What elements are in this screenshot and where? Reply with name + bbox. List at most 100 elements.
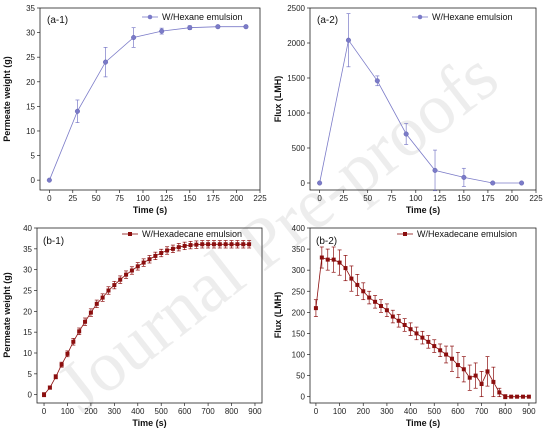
chart-panel-2: 0 25 50 75 100 125 150 175 200 225 0 500 1000 1500 200… (273, 4, 543, 215)
plot-frame (36, 227, 263, 404)
x-tick-label: 150 (183, 194, 197, 203)
y-tick-label: 0 (301, 179, 306, 188)
data-point (349, 276, 354, 281)
data-point (188, 243, 193, 248)
data-point (384, 308, 389, 313)
x-axis-label: Time (s) (406, 205, 440, 215)
legend-marker (128, 232, 132, 236)
data-point (378, 304, 383, 309)
data-point (479, 382, 484, 387)
x-tick-label: 500 (155, 407, 169, 416)
legend-label: W/Hexane emulsion (432, 12, 513, 22)
panel-tag: (a-2) (317, 15, 338, 26)
data-point (42, 392, 47, 397)
data-point (129, 268, 134, 273)
data-point (491, 379, 496, 384)
data-point (414, 331, 419, 336)
y-tick-label: 30 (26, 29, 35, 38)
data-point (159, 28, 165, 34)
data-point (131, 35, 137, 41)
legend: W/Hexane emulsion (142, 12, 243, 22)
series-line (315, 256, 529, 398)
y-axis-label: Flux (LMH) (273, 76, 283, 123)
x-tick-label: 150 (457, 194, 471, 203)
y-tick-label: 2500 (287, 4, 305, 13)
data-series (317, 13, 525, 192)
legend-label: W/Hexadecane emulsion (142, 229, 242, 239)
data-point (373, 299, 378, 304)
chart-panel-1: 0 25 50 75 100 125 150 175 200 225 0 5 10 15 20 25 30 35 T… (2, 4, 267, 215)
x-tick-label: 175 (481, 194, 495, 203)
y-axis-label: Flux (LMH) (273, 292, 283, 339)
y-axis-label: Permeate weight (g) (2, 56, 12, 142)
x-tick-label: 100 (61, 407, 75, 416)
data-point (403, 131, 409, 137)
data-point (118, 277, 123, 282)
data-point (194, 242, 199, 247)
y-tick-label: 25 (23, 287, 32, 296)
data-point (408, 327, 413, 332)
panel-tag: (a-1) (47, 15, 68, 26)
data-point (159, 251, 164, 255)
data-point (187, 25, 193, 31)
data-point (420, 335, 425, 340)
data-point (165, 248, 170, 253)
x-tick-label: 0 (42, 407, 47, 416)
y-tick-label: 5 (31, 152, 36, 161)
data-point (243, 24, 249, 30)
data-point (503, 394, 508, 399)
data-point (432, 344, 437, 349)
data-point (319, 255, 324, 260)
x-tick-label: 175 (207, 194, 221, 203)
x-tick-label: 75 (387, 194, 396, 203)
x-tick-label: 225 (253, 194, 267, 203)
data-point (390, 314, 395, 319)
data-point (396, 318, 401, 323)
y-tick-label: 20 (23, 307, 32, 316)
data-point (432, 167, 438, 173)
x-tick-label: 300 (108, 407, 122, 416)
data-point (515, 394, 520, 399)
x-tick-label: 100 (136, 194, 150, 203)
data-point (103, 59, 109, 65)
data-point (71, 339, 76, 344)
legend-marker (417, 14, 423, 20)
data-point (449, 356, 454, 361)
x-tick-label: 600 (451, 407, 465, 416)
y-tick-label: 5 (28, 370, 33, 379)
legend-label: W/Hexane emulsion (162, 12, 243, 22)
data-series (42, 240, 252, 398)
series-line (49, 26, 246, 181)
x-tick-label: 400 (404, 407, 418, 416)
x-tick-label: 600 (178, 407, 192, 416)
data-point (46, 177, 52, 183)
data-point (77, 329, 82, 334)
data-point (374, 78, 380, 84)
data-point (355, 282, 360, 287)
y-tick-label: 100 (292, 351, 306, 360)
y-tick-label: 1500 (287, 74, 305, 83)
panel-tag: (b-2) (316, 236, 337, 247)
x-tick-label: 200 (230, 194, 244, 203)
data-point (438, 348, 443, 353)
data-point (361, 289, 366, 294)
data-point (235, 242, 240, 247)
y-tick-label: 350 (292, 245, 306, 254)
data-point (325, 257, 330, 262)
data-point (88, 310, 93, 315)
legend-marker (147, 14, 153, 20)
data-point (211, 242, 216, 247)
x-tick-label: 0 (317, 194, 322, 203)
y-tick-label: 20 (26, 78, 35, 87)
y-tick-label: 0 (301, 393, 306, 402)
data-point (313, 306, 318, 311)
y-tick-label: 30 (23, 266, 32, 275)
data-point (337, 260, 342, 265)
x-tick-label: 500 (428, 407, 442, 416)
x-tick-label: 800 (499, 407, 513, 416)
data-point (519, 180, 525, 186)
data-point (473, 373, 478, 378)
data-point (485, 369, 490, 374)
series-line (319, 39, 522, 184)
x-tick-label: 50 (92, 194, 101, 203)
